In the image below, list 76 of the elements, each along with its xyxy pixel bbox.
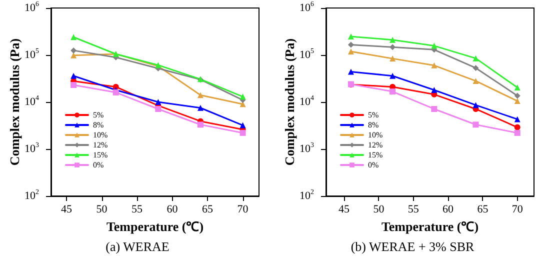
x-tick-label: 65	[477, 204, 489, 216]
y-tick-label: 10$^{4}$	[300, 94, 314, 108]
point	[240, 94, 246, 100]
point	[70, 82, 77, 88]
point	[390, 72, 396, 79]
x-tick-label: 45	[338, 204, 350, 216]
point	[197, 122, 204, 128]
legend-label: 0%	[93, 160, 104, 170]
legend-label: 12%	[93, 140, 108, 150]
text: (b) WERAE + 3% SBR	[350, 239, 475, 254]
point	[70, 47, 77, 54]
point	[390, 56, 396, 62]
point	[240, 122, 246, 128]
point	[390, 36, 396, 43]
y-tick-label: 10$^{2}$	[24, 188, 39, 202]
point	[431, 106, 438, 112]
point	[240, 130, 246, 136]
point	[348, 42, 354, 48]
x-tick-label: 55	[132, 204, 144, 216]
point	[348, 48, 354, 54]
y-tick-label: 10$^{3}$	[24, 141, 39, 155]
point	[155, 106, 162, 112]
y-tick-label: 10$^{3}$	[300, 141, 314, 155]
legend-label: 10%	[93, 130, 108, 140]
legend-label: 5%	[368, 110, 379, 120]
point	[197, 104, 204, 111]
point	[70, 72, 77, 79]
legend-label: 5%	[93, 110, 104, 120]
point	[514, 84, 520, 91]
point	[70, 34, 77, 40]
legend-label: 15%	[368, 150, 383, 160]
legend-label: 8%	[93, 120, 104, 130]
point	[390, 88, 396, 95]
point	[112, 89, 119, 96]
legend-label: 15%	[93, 150, 108, 160]
point	[431, 62, 438, 68]
y-tick-label: 10$^{6}$	[300, 0, 314, 14]
legend-label: 8%	[368, 120, 379, 130]
y-axis-title: Complex modulus (Pa)	[282, 38, 297, 166]
point	[472, 78, 479, 84]
x-tick-label: 60	[442, 204, 454, 216]
point	[514, 98, 520, 104]
point	[431, 87, 438, 93]
point	[472, 64, 479, 71]
x-tick-label: 50	[373, 204, 385, 216]
y-tick-label: 10$^{6}$	[24, 0, 39, 14]
y-tick-label: 10$^{2}$	[300, 188, 314, 202]
point	[472, 102, 479, 108]
point	[472, 55, 479, 62]
legend-label: 10%	[368, 130, 383, 140]
point	[431, 42, 438, 49]
point	[514, 130, 520, 136]
x-axis-title: Temperature (℃)	[106, 218, 204, 234]
text: (a) WERAE	[106, 239, 170, 254]
point	[514, 124, 520, 130]
y-axis-title: Complex modulus (Pa)	[7, 38, 22, 166]
x-tick-label: 65	[202, 204, 214, 216]
x-tick-label: 60	[166, 204, 178, 216]
point	[472, 122, 479, 128]
x-tick-label: 70	[237, 204, 249, 216]
y-tick-label: 10$^{4}$	[24, 94, 39, 108]
point	[348, 68, 354, 75]
y-tick-label: 10$^{5}$	[24, 47, 39, 61]
point	[155, 99, 162, 105]
x-axis-title: Temperature (℃)	[381, 218, 479, 234]
x-tick-label: 70	[512, 204, 524, 216]
x-tick-label: 55	[408, 204, 420, 216]
point	[348, 34, 354, 40]
point	[514, 116, 520, 122]
x-tick-label: 50	[96, 204, 108, 216]
legend-label: 0%	[368, 160, 379, 170]
point	[514, 92, 520, 99]
legend-label: 12%	[368, 140, 383, 150]
x-tick-label: 45	[61, 204, 73, 216]
y-tick-label: 10$^{5}$	[300, 47, 314, 61]
point	[197, 92, 204, 98]
